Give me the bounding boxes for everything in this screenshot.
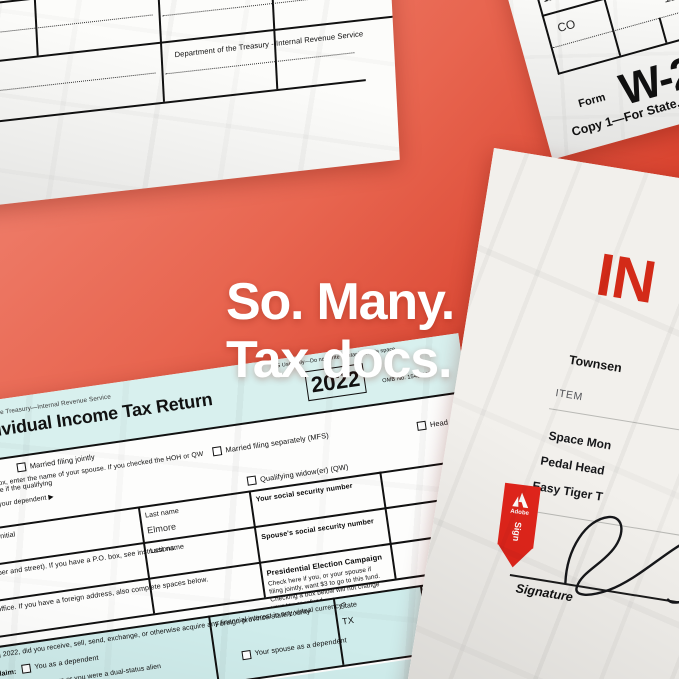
- checkbox-head-of-household[interactable]: [416, 420, 427, 431]
- value-state: TX: [341, 615, 355, 627]
- w2-form-word: Form: [577, 91, 607, 111]
- field-label-state: State: [553, 0, 575, 1]
- adobe-sign-tag[interactable]: Adobe Sign: [494, 482, 541, 571]
- field-num-15: 15: [542, 0, 554, 4]
- checkbox-qualifying-widower[interactable]: [246, 475, 257, 486]
- row-label-city: City, town, or post office. If you have …: [0, 575, 209, 622]
- adobe-a-logo-icon: [512, 492, 529, 509]
- row-label-first-name: first name and middle initial: [0, 530, 16, 551]
- row-label-last-name: Last name: [144, 506, 180, 520]
- row-label-spouse-ssn: Spouse's social security number: [260, 517, 375, 542]
- value-last-name: Elmore: [146, 521, 177, 536]
- headline-line-2: Tax docs.: [226, 331, 452, 390]
- invoice-item-row: Pedal Head: [539, 453, 606, 478]
- row-label-ssn: Your social security number: [255, 481, 354, 504]
- checkbox-label-qw: Qualifying widow(er) (QW): [259, 462, 349, 484]
- headline: So. Many. Tax docs.: [226, 273, 646, 389]
- handwritten-signature: [564, 515, 679, 604]
- checkbox-spouse-as-dependent[interactable]: [241, 650, 252, 661]
- checkbox-label-mfs: Married filing separately (MFS): [224, 430, 330, 455]
- instruction-line-2: person is a child but not your dependent…: [0, 493, 55, 520]
- invoice-column-header-item: ITEM: [554, 387, 584, 404]
- checkbox-married-filing-jointly[interactable]: [16, 462, 27, 473]
- headline-line-1: So. Many.: [226, 273, 455, 331]
- value-state-code: CO: [555, 16, 578, 36]
- invoice-item-row: Space Mon: [547, 428, 613, 453]
- value-employer-state-no: 1253: [662, 0, 679, 6]
- checkbox-you-as-dependent[interactable]: [21, 663, 32, 674]
- invoice-item-row: Easy Tiger T: [531, 478, 604, 504]
